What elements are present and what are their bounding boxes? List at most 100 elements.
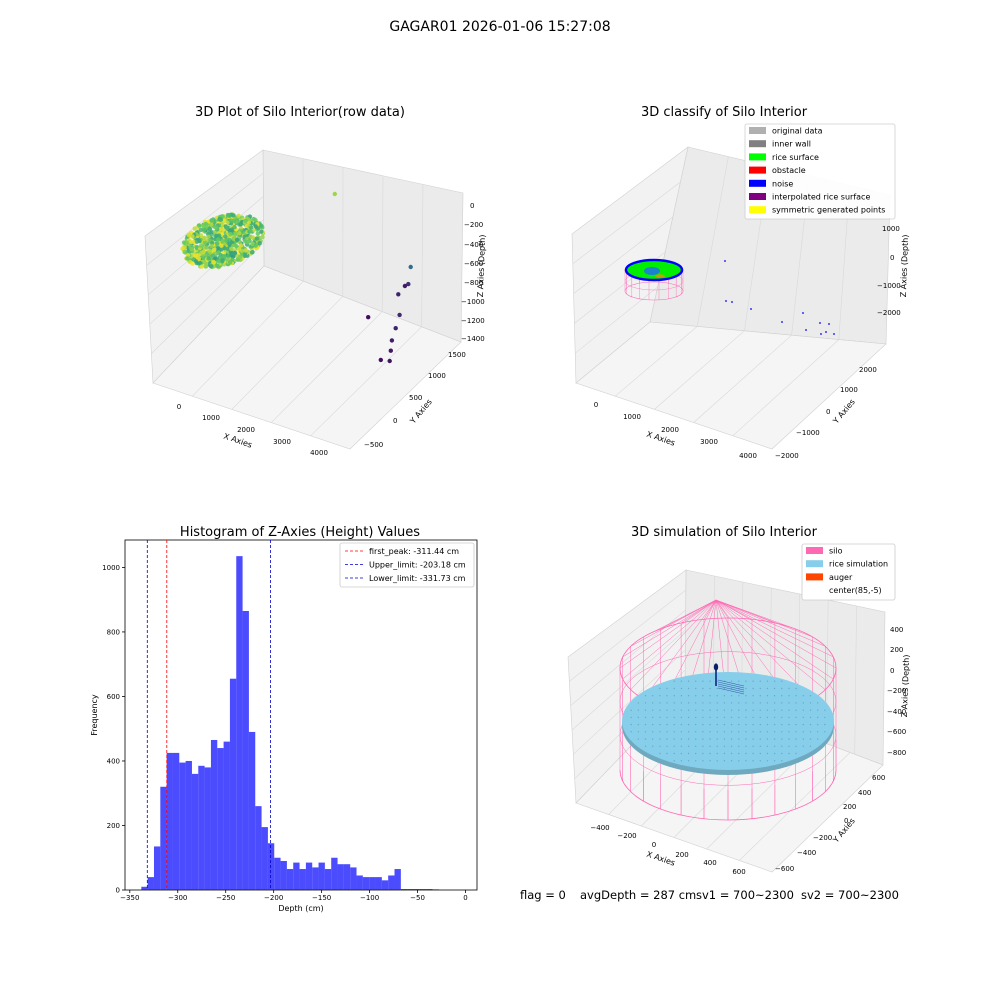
- rice-texture-dot: [803, 702, 804, 703]
- rice-texture-dot: [659, 746, 660, 747]
- rice-texture-dot: [702, 710, 703, 711]
- rice-texture-dot: [724, 702, 725, 703]
- rice-texture-dot: [666, 695, 667, 696]
- rice-texture-dot: [803, 746, 804, 747]
- rice-texture-dot: [724, 753, 725, 754]
- rice-texture-dot: [752, 688, 753, 689]
- rice-texture-dot: [810, 738, 811, 739]
- histogram-bar: [249, 732, 255, 890]
- rice-texture-dot: [709, 717, 710, 718]
- sv2-readout: sv2 = 700~2300: [801, 888, 899, 902]
- raw-y-tick: 500: [409, 394, 422, 402]
- raw-cloud-point: [190, 261, 194, 265]
- classify-legend-swatch: [749, 153, 766, 160]
- rice-texture-dot: [724, 724, 725, 725]
- rice-texture-dot: [795, 688, 796, 689]
- rice-texture-dot: [688, 731, 689, 732]
- simulation-3d-plot: 3D simulation of Silo Interior −400 −: [568, 525, 911, 876]
- rice-texture-dot: [760, 710, 761, 711]
- rice-texture-dot: [803, 738, 804, 739]
- classify-legend-swatch: [749, 180, 766, 187]
- simulation-legend-label: rice simulation: [829, 560, 888, 569]
- rice-texture-dot: [709, 702, 710, 703]
- rice-texture-dot: [717, 738, 718, 739]
- rice-texture-dot: [709, 731, 710, 732]
- rice-texture-dot: [702, 702, 703, 703]
- raw-cloud-point: [206, 256, 210, 260]
- rice-texture-dot: [760, 746, 761, 747]
- rice-texture-dot: [788, 695, 789, 696]
- raw-cloud-point: [185, 256, 189, 260]
- simulation-plot-title: 3D simulation of Silo Interior: [631, 525, 818, 540]
- raw-z-tick: −200: [464, 221, 483, 229]
- rice-texture-dot: [795, 738, 796, 739]
- rice-texture-dot: [767, 731, 768, 732]
- rice-texture-dot: [702, 746, 703, 747]
- noise-point: [805, 329, 807, 331]
- rice-texture-dot: [731, 681, 732, 682]
- rice-texture-dot: [824, 724, 825, 725]
- histogram-y-tick-label: 600: [107, 693, 120, 701]
- rice-texture-dot: [688, 688, 689, 689]
- raw-cloud-point: [206, 235, 210, 239]
- rice-texture-dot: [767, 717, 768, 718]
- rice-texture-dot: [788, 724, 789, 725]
- sv1-readout: sv1 = 700~2300: [696, 888, 794, 902]
- rice-texture-dot: [774, 760, 775, 761]
- classify-legend-swatch: [749, 167, 766, 174]
- rice-texture-dot: [810, 731, 811, 732]
- rice-texture-dot: [760, 681, 761, 682]
- sim-y-tick: −200: [813, 834, 832, 842]
- histogram-bar: [312, 867, 318, 890]
- histogram-x-tick-label: −350: [120, 894, 139, 902]
- rice-texture-dot: [645, 746, 646, 747]
- classify-legend-swatch: [749, 206, 766, 213]
- rice-texture-dot: [738, 710, 739, 711]
- rice-texture-dot: [674, 731, 675, 732]
- rice-texture-dot: [688, 760, 689, 761]
- classify-legend-label: interpolated rice surface: [772, 193, 870, 202]
- rice-texture-dot: [674, 746, 675, 747]
- rice-texture-dot: [724, 717, 725, 718]
- rice-texture-dot: [666, 746, 667, 747]
- rice-texture-dot: [745, 702, 746, 703]
- rice-texture-dot: [810, 695, 811, 696]
- histogram-bar: [160, 787, 166, 890]
- raw-cloud-point: [249, 229, 253, 233]
- rice-texture-dot: [659, 738, 660, 739]
- rice-texture-dot: [695, 710, 696, 711]
- rice-texture-dot: [681, 681, 682, 682]
- raw-cloud-point: [197, 239, 201, 243]
- rice-texture-dot: [652, 702, 653, 703]
- rice-texture-dot: [717, 753, 718, 754]
- raw-cloud-point: [228, 232, 232, 236]
- rice-texture-dot: [795, 695, 796, 696]
- sim-x-tick: 0: [652, 841, 656, 849]
- rice-texture-dot: [681, 760, 682, 761]
- rice-texture-dot: [781, 746, 782, 747]
- rice-texture-dot: [745, 710, 746, 711]
- rice-texture-dot: [674, 681, 675, 682]
- rice-texture-dot: [760, 724, 761, 725]
- histogram-legend-label: Lower_limit: -331.73 cm: [369, 574, 466, 583]
- rice-texture-dot: [709, 738, 710, 739]
- rice-texture-dot: [717, 688, 718, 689]
- rice-texture-dot: [752, 710, 753, 711]
- rice-texture-dot: [745, 746, 746, 747]
- noise-point: [819, 322, 821, 324]
- rice-texture-dot: [674, 688, 675, 689]
- rice-texture-dot: [702, 738, 703, 739]
- rice-texture-dot: [738, 681, 739, 682]
- rice-texture-dot: [731, 760, 732, 761]
- histogram-bar: [338, 864, 344, 890]
- rice-texture-dot: [645, 695, 646, 696]
- rice-texture-dot: [724, 688, 725, 689]
- histogram-bars: [141, 556, 439, 890]
- rice-texture-dot: [638, 710, 639, 711]
- raw-sparse-point: [397, 313, 401, 317]
- rice-texture-dot: [760, 738, 761, 739]
- raw-cloud-point: [215, 241, 219, 245]
- rice-texture-dot: [695, 760, 696, 761]
- rice-texture-dot: [738, 760, 739, 761]
- rice-texture-dot: [659, 753, 660, 754]
